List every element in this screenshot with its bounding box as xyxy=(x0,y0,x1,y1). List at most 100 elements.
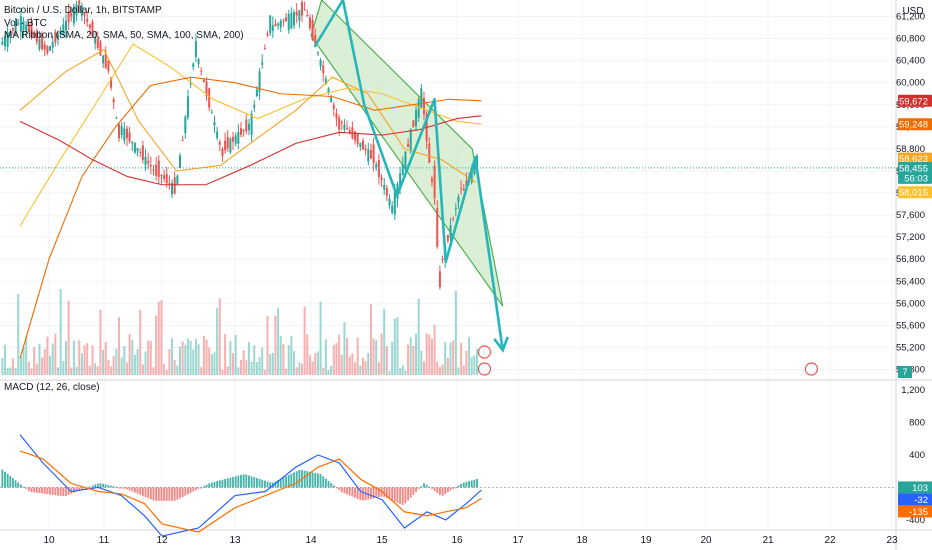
candle-body[interactable] xyxy=(452,218,455,220)
candle-body[interactable] xyxy=(354,131,357,141)
candle-body[interactable] xyxy=(356,133,359,144)
candle-body[interactable] xyxy=(115,117,118,119)
candle-body[interactable] xyxy=(67,11,70,23)
candle-body[interactable] xyxy=(208,88,211,108)
candle-body[interactable] xyxy=(311,20,314,40)
candle-body[interactable] xyxy=(43,44,46,50)
candle-body[interactable] xyxy=(189,83,192,85)
candle-body[interactable] xyxy=(364,148,367,151)
candle-body[interactable] xyxy=(19,16,22,32)
candle-body[interactable] xyxy=(449,225,452,238)
candle-body[interactable] xyxy=(133,142,136,153)
candle-body[interactable] xyxy=(306,15,309,17)
candle-body[interactable] xyxy=(33,33,36,37)
candle-body[interactable] xyxy=(417,98,420,118)
candle-body[interactable] xyxy=(38,39,41,50)
candle-body[interactable] xyxy=(96,38,99,49)
candle-body[interactable] xyxy=(14,23,17,34)
candle-body[interactable] xyxy=(269,15,272,33)
candle-body[interactable] xyxy=(295,11,298,16)
candle-body[interactable] xyxy=(393,192,396,215)
candle-body[interactable] xyxy=(147,160,150,164)
candle-body[interactable] xyxy=(25,24,28,32)
candle-body[interactable] xyxy=(401,164,404,175)
candle-body[interactable] xyxy=(35,31,38,42)
descending-channel[interactable] xyxy=(310,0,504,307)
candle-body[interactable] xyxy=(141,145,144,160)
candle-body[interactable] xyxy=(102,55,105,64)
volume-legend[interactable]: Vol · BTC xyxy=(4,18,47,29)
candle-body[interactable] xyxy=(247,123,250,131)
candle-body[interactable] xyxy=(155,164,158,176)
candle-body[interactable] xyxy=(181,140,184,142)
candle-body[interactable] xyxy=(293,12,296,26)
candle-body[interactable] xyxy=(391,205,394,213)
candle-body[interactable] xyxy=(224,140,227,151)
candle-body[interactable] xyxy=(165,173,168,184)
candle-body[interactable] xyxy=(128,132,131,142)
candle-body[interactable] xyxy=(99,41,102,56)
candle-body[interactable] xyxy=(41,35,44,49)
candle-body[interactable] xyxy=(3,36,6,47)
candle-body[interactable] xyxy=(361,140,364,150)
candle-body[interactable] xyxy=(250,113,253,135)
candle-body[interactable] xyxy=(255,89,258,97)
candle-body[interactable] xyxy=(80,5,83,16)
candle-body[interactable] xyxy=(285,17,288,22)
candle-body[interactable] xyxy=(88,24,91,29)
candle-body[interactable] xyxy=(409,129,412,152)
candle-body[interactable] xyxy=(120,126,123,136)
candle-body[interactable] xyxy=(112,99,115,103)
candle-body[interactable] xyxy=(123,128,126,141)
candle-body[interactable] xyxy=(51,41,54,48)
candle-body[interactable] xyxy=(433,165,436,199)
candle-body[interactable] xyxy=(118,124,121,139)
candle-body[interactable] xyxy=(282,20,285,22)
candle-body[interactable] xyxy=(298,9,301,21)
candle-body[interactable] xyxy=(369,150,372,159)
candle-body[interactable] xyxy=(152,169,155,171)
candle-body[interactable] xyxy=(192,63,195,68)
candle-body[interactable] xyxy=(104,53,107,68)
candle-body[interactable] xyxy=(277,23,280,26)
candle-body[interactable] xyxy=(72,6,75,24)
candle-body[interactable] xyxy=(54,32,57,43)
candle-body[interactable] xyxy=(221,149,224,157)
candle-body[interactable] xyxy=(171,182,174,195)
candle-body[interactable] xyxy=(430,178,433,183)
candle-body[interactable] xyxy=(200,70,203,72)
candle-body[interactable] xyxy=(46,46,49,54)
candle-body[interactable] xyxy=(160,174,163,176)
candle-body[interactable] xyxy=(91,21,94,38)
candle-body[interactable] xyxy=(380,177,383,180)
time-axis[interactable]: 10 11 12 13 14 15 16 17 18 19 20 21 22 23 xyxy=(43,535,898,546)
candle-body[interactable] xyxy=(75,4,78,16)
candle-body[interactable] xyxy=(6,32,9,47)
candle-body[interactable] xyxy=(454,208,457,210)
candle-body[interactable] xyxy=(407,143,410,148)
candle-body[interactable] xyxy=(27,24,30,32)
chart-title[interactable]: Bitcoin / U.S. Dollar, 1h, BITSTAMP xyxy=(4,5,162,16)
candle-body[interactable] xyxy=(261,62,264,65)
candle-body[interactable] xyxy=(412,120,415,128)
candle-body[interactable] xyxy=(194,41,197,57)
projection-path[interactable] xyxy=(313,0,505,351)
candle-body[interactable] xyxy=(266,33,269,36)
candle-body[interactable] xyxy=(271,25,274,31)
candle-body[interactable] xyxy=(290,12,293,29)
candle-body[interactable] xyxy=(388,198,391,206)
candle-body[interactable] xyxy=(213,122,216,126)
candle-body[interactable] xyxy=(59,30,62,35)
candle-body[interactable] xyxy=(110,77,113,88)
candle-body[interactable] xyxy=(303,9,306,11)
candle-body[interactable] xyxy=(70,12,73,17)
candle-body[interactable] xyxy=(22,21,25,31)
candle-body[interactable] xyxy=(157,160,160,177)
price-axis[interactable]: USD61,20060,80060,40060,00059,60059,2005… xyxy=(896,6,932,378)
ma-ribbon-legend[interactable]: MA Ribbon (SMA, 20, SMA, 50, SMA, 100, S… xyxy=(4,30,244,41)
candle-body[interactable] xyxy=(242,129,245,131)
candle-body[interactable] xyxy=(359,142,362,147)
candle-body[interactable] xyxy=(300,2,304,16)
candle-body[interactable] xyxy=(343,124,346,130)
lightning-icon[interactable] xyxy=(477,345,492,359)
